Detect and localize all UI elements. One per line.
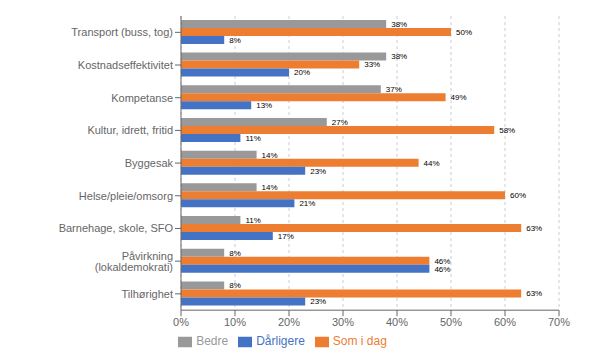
svg-text:Kompetanse: Kompetanse xyxy=(111,92,173,104)
svg-text:23%: 23% xyxy=(310,167,326,176)
svg-text:23%: 23% xyxy=(310,297,326,306)
svg-text:60%: 60% xyxy=(494,316,516,328)
svg-text:Kostnadseffektivitet: Kostnadseffektivitet xyxy=(78,59,173,71)
svg-text:Byggesak: Byggesak xyxy=(125,157,174,169)
svg-text:0%: 0% xyxy=(173,316,189,328)
svg-text:40%: 40% xyxy=(386,316,408,328)
svg-text:14%: 14% xyxy=(262,151,278,160)
svg-text:38%: 38% xyxy=(391,20,407,29)
svg-text:Kultur, idrett, fritid: Kultur, idrett, fritid xyxy=(87,124,173,136)
svg-text:21%: 21% xyxy=(299,199,315,208)
svg-text:30%: 30% xyxy=(332,316,354,328)
svg-text:10%: 10% xyxy=(224,316,246,328)
svg-text:17%: 17% xyxy=(278,232,294,241)
svg-text:14%: 14% xyxy=(262,183,278,192)
svg-text:13%: 13% xyxy=(256,101,272,110)
svg-text:63%: 63% xyxy=(526,289,542,298)
svg-text:8%: 8% xyxy=(229,36,241,45)
svg-text:63%: 63% xyxy=(526,224,542,233)
svg-text:33%: 33% xyxy=(364,60,380,69)
html-text:Dårligere: Dårligere xyxy=(256,334,305,349)
svg-text:60%: 60% xyxy=(510,191,526,200)
svg-text:46%: 46% xyxy=(434,256,451,266)
svg-text:Transport (buss, tog): Transport (buss, tog) xyxy=(71,26,173,38)
svg-text:44%: 44% xyxy=(424,159,440,168)
svg-text:Påvirkning(lokaldemokrati): Påvirkning(lokaldemokrati) xyxy=(95,250,173,273)
html-text:Bedre: Bedre xyxy=(196,334,229,349)
svg-text:Barnehage, skole, SFO: Barnehage, skole, SFO xyxy=(59,222,174,234)
html-text:Som i dag: Som i dag xyxy=(332,334,387,349)
svg-text:50%: 50% xyxy=(456,28,472,37)
svg-text:11%: 11% xyxy=(245,216,260,225)
svg-text:11%: 11% xyxy=(245,134,260,143)
svg-text:27%: 27% xyxy=(332,118,348,127)
svg-text:8%: 8% xyxy=(229,249,241,258)
svg-text:Tilhørighet: Tilhørighet xyxy=(121,288,173,300)
svg-text:Helse/pleie/omsorg: Helse/pleie/omsorg xyxy=(79,190,173,202)
svg-text:20%: 20% xyxy=(294,68,310,77)
svg-text:58%: 58% xyxy=(499,126,515,135)
svg-text:49%: 49% xyxy=(451,93,467,102)
svg-text:20%: 20% xyxy=(278,316,300,328)
svg-text:38%: 38% xyxy=(391,52,407,61)
svg-text:37%: 37% xyxy=(386,85,402,94)
svg-text:50%: 50% xyxy=(440,316,462,328)
svg-text:70%: 70% xyxy=(548,316,570,328)
svg-text:46%: 46% xyxy=(434,265,450,274)
svg-text:8%: 8% xyxy=(229,281,241,290)
